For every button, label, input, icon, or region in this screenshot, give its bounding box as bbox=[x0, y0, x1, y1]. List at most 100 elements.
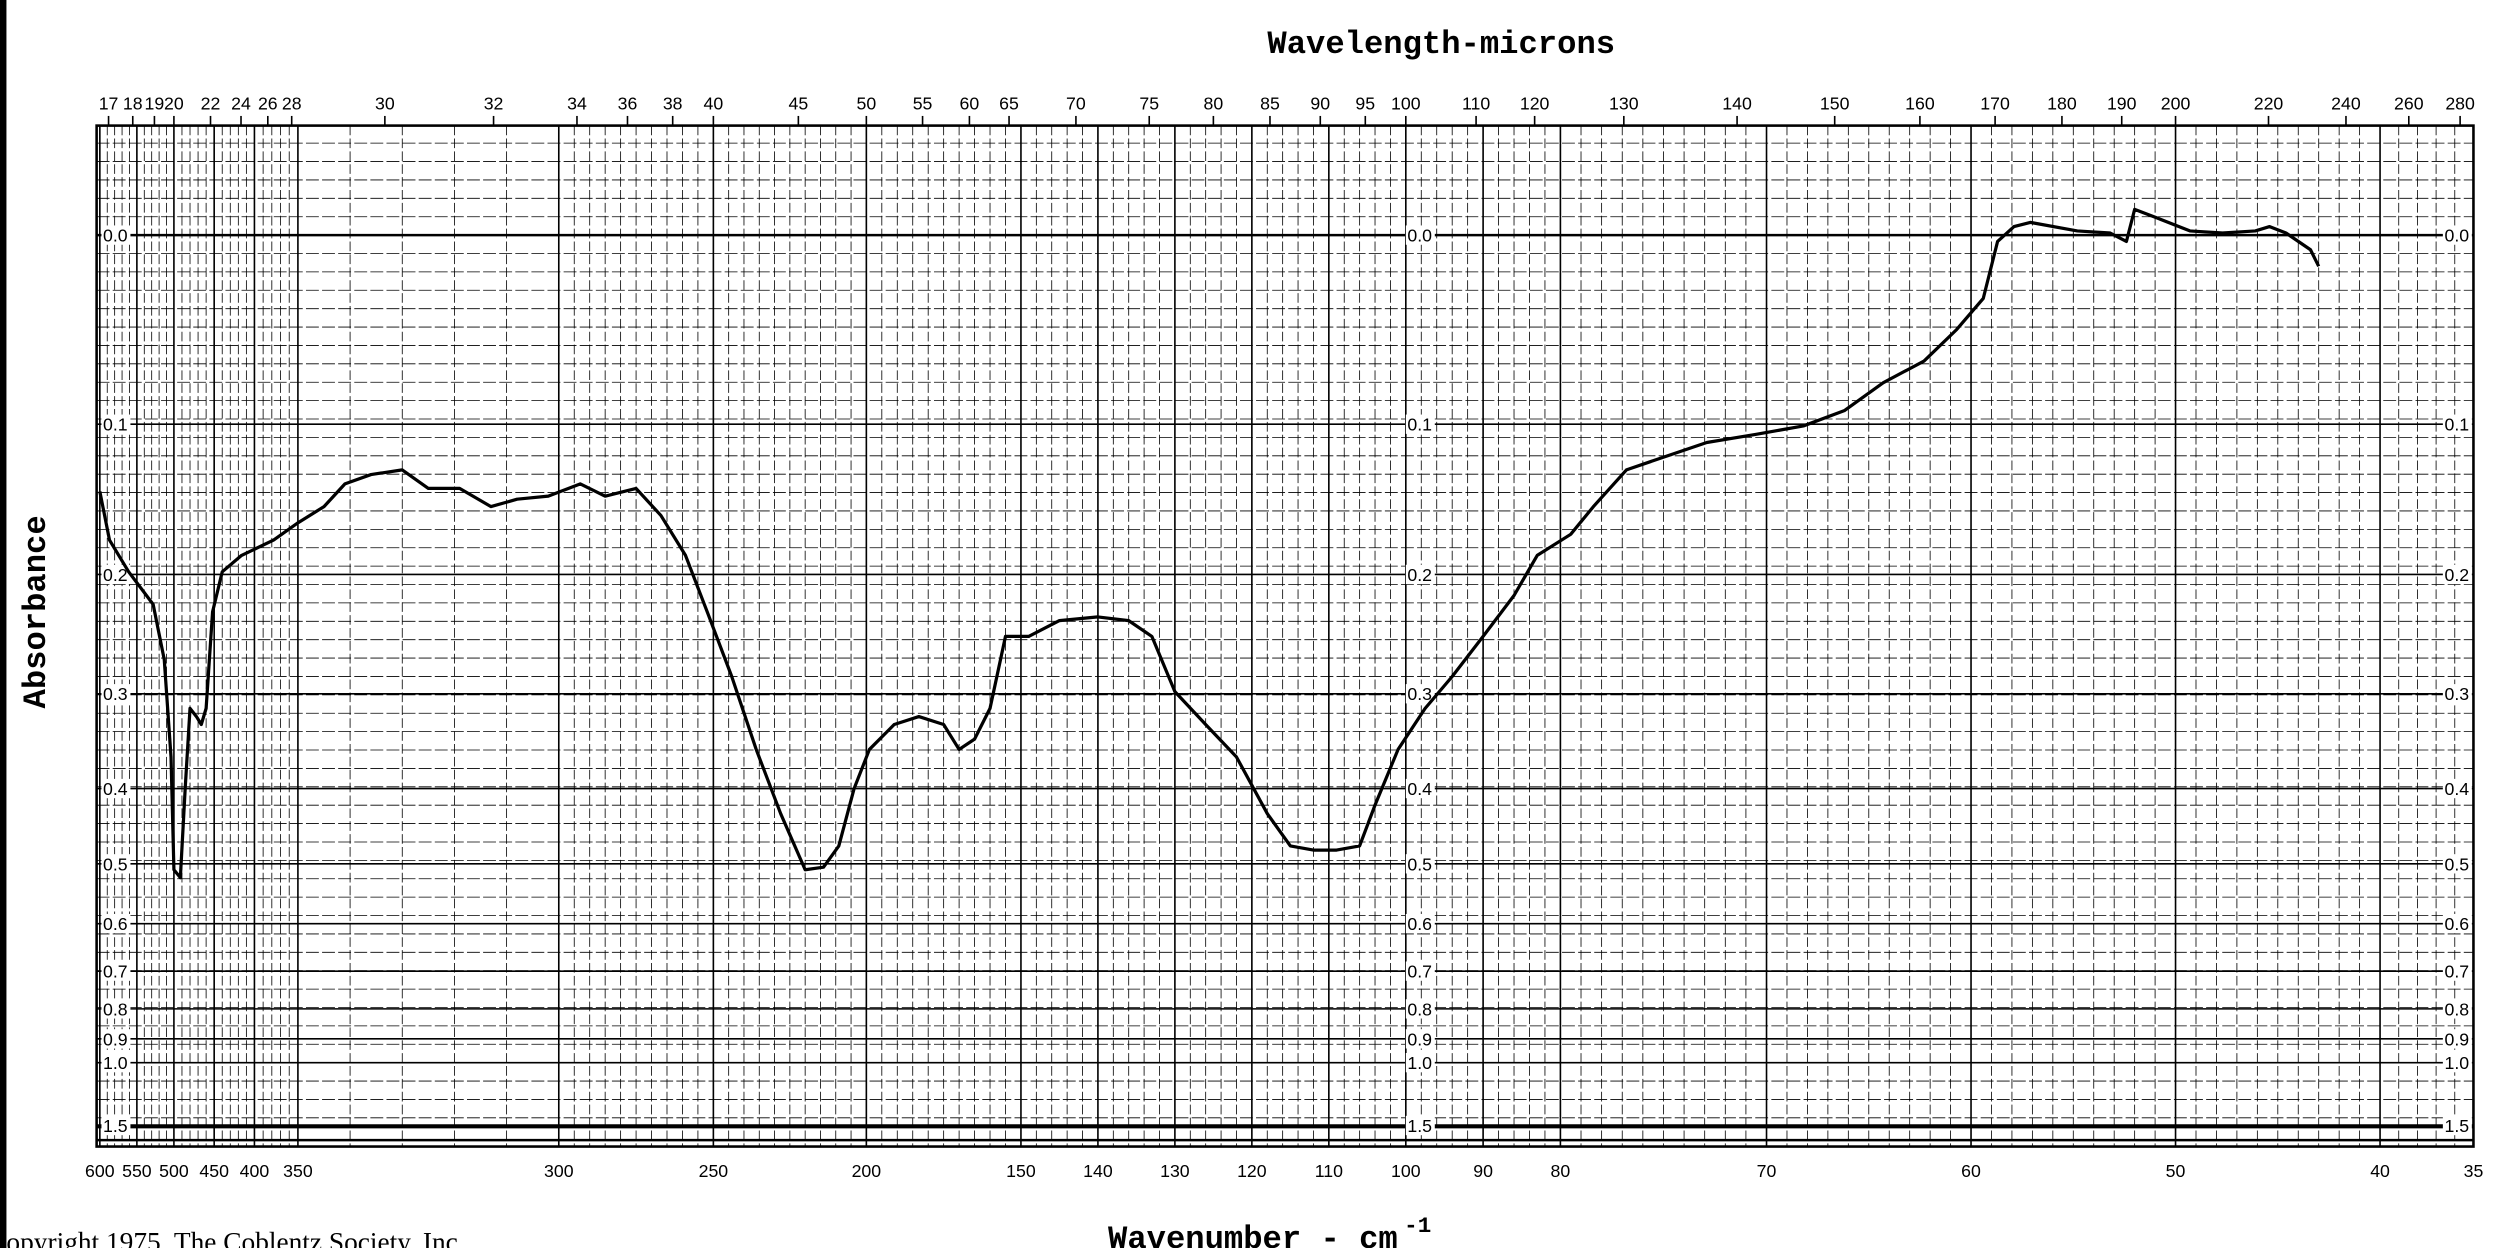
y-tick-label: 0.2 bbox=[2444, 565, 2469, 585]
micron-tick-label: 70 bbox=[1066, 94, 1086, 114]
y-tick-label-bg bbox=[101, 684, 131, 704]
x-tick-label: 130 bbox=[1160, 1161, 1190, 1181]
y-tick-label: 0.5 bbox=[1407, 854, 1432, 874]
y-tick-label: 1.0 bbox=[103, 1053, 128, 1073]
x-tick-label: 550 bbox=[122, 1161, 152, 1181]
y-tick-label: 0.2 bbox=[103, 565, 128, 585]
micron-tick-label: 19 bbox=[145, 94, 165, 114]
top-axis-title: Wavelength-microns bbox=[1267, 26, 1615, 63]
y-tick-label: 0.4 bbox=[103, 779, 128, 799]
micron-tick-label: 150 bbox=[1820, 94, 1850, 114]
grid bbox=[96, 125, 2475, 1147]
micron-tick-label: 95 bbox=[1355, 94, 1375, 114]
y-tick-label-bg bbox=[2442, 1115, 2472, 1136]
x-tick-label: 300 bbox=[544, 1161, 574, 1181]
y-tick-label-bg bbox=[2442, 854, 2472, 874]
micron-tick-label: 110 bbox=[1462, 94, 1490, 114]
micron-tick-label: 260 bbox=[2394, 94, 2424, 114]
y-tick-label: 0.0 bbox=[103, 226, 128, 246]
micron-tick-label: 60 bbox=[960, 94, 980, 114]
y-tick-label: 1.0 bbox=[2444, 1053, 2469, 1073]
y-tick-label: 0.7 bbox=[1407, 962, 1432, 982]
x-tick-label: 500 bbox=[159, 1161, 189, 1181]
x-tick-label: 80 bbox=[1551, 1161, 1571, 1181]
micron-tick-label: 220 bbox=[2254, 94, 2284, 114]
y-tick-label-bg bbox=[2442, 684, 2472, 704]
x-tick-label: 140 bbox=[1083, 1161, 1113, 1181]
y-tick-label-bg bbox=[101, 1029, 131, 1049]
y-tick-label-bg bbox=[1405, 225, 1435, 245]
micron-tick-label: 28 bbox=[282, 94, 302, 114]
y-tick-label-bg bbox=[1405, 1115, 1435, 1136]
x-tick-label: 70 bbox=[1757, 1161, 1777, 1181]
y-tick-label: 0.9 bbox=[103, 1029, 128, 1049]
x-tick-label: 150 bbox=[1006, 1161, 1036, 1181]
y-tick-label: 0.1 bbox=[1407, 415, 1432, 435]
micron-tick-label: 45 bbox=[789, 94, 809, 114]
tick-labels: 600 550 500 450 400 350 300 250 200 150 140 130 120 1… bbox=[85, 94, 2483, 1182]
micron-tick-label: 90 bbox=[1310, 94, 1330, 114]
y-tick-label-bg bbox=[2442, 414, 2472, 434]
y-tick-label-bg bbox=[1405, 1029, 1435, 1049]
y-tick-label-bg bbox=[2442, 1029, 2472, 1049]
y-tick-label-bg bbox=[1405, 684, 1435, 704]
y-tick-label: 0.7 bbox=[103, 962, 128, 982]
y-tick-label: 0.6 bbox=[1407, 914, 1432, 934]
y-tick-label: 0.3 bbox=[103, 684, 128, 704]
x-tick-label: 450 bbox=[199, 1161, 229, 1181]
y-tick-label: 0.0 bbox=[2444, 226, 2469, 246]
left-edge-strip bbox=[0, 0, 7, 1248]
micron-tick-label: 55 bbox=[913, 94, 933, 114]
y-tick-label-bg bbox=[101, 999, 131, 1019]
micron-tick-label: 240 bbox=[2331, 94, 2361, 114]
micron-tick-label: 80 bbox=[1204, 94, 1224, 114]
y-tick-label-bg bbox=[2442, 999, 2472, 1019]
micron-tick-label: 160 bbox=[1905, 94, 1935, 114]
y-tick-label-bg bbox=[101, 961, 131, 981]
y-tick-label: 0.8 bbox=[103, 999, 128, 1019]
micron-tick-label: 17 bbox=[99, 94, 119, 114]
micron-tick-label: 24 bbox=[231, 94, 251, 114]
micron-tick-label: 100 bbox=[1391, 94, 1421, 114]
micron-tick-label: 120 bbox=[1520, 94, 1550, 114]
x-tick-label: 40 bbox=[2370, 1161, 2390, 1181]
y-tick-label-bg bbox=[101, 414, 131, 434]
y-tick-label-bg bbox=[1405, 961, 1435, 981]
y-tick-label-bg bbox=[101, 564, 131, 585]
y-tick-label-bg bbox=[1405, 999, 1435, 1019]
y-tick-label-bg bbox=[101, 225, 131, 245]
x-tick-label: 50 bbox=[2166, 1161, 2186, 1181]
y-tick-label-bg bbox=[1405, 414, 1435, 434]
micron-tick-label: 22 bbox=[201, 94, 221, 114]
y-tick-label: 0.6 bbox=[2444, 914, 2469, 934]
y-tick-label: 0.3 bbox=[2444, 684, 2469, 704]
y-tick-label: 0.6 bbox=[103, 914, 128, 934]
x-tick-label: 90 bbox=[1473, 1161, 1493, 1181]
micron-tick-label: 180 bbox=[2047, 94, 2077, 114]
y-tick-label: 1.5 bbox=[1407, 1116, 1432, 1136]
y-tick-label: 0.4 bbox=[1407, 779, 1432, 799]
x-tick-label: 35 bbox=[2464, 1161, 2484, 1181]
x-tick-label: 60 bbox=[1961, 1161, 1981, 1181]
y-tick-label-bg bbox=[101, 913, 131, 934]
micron-tick-label: 140 bbox=[1722, 94, 1752, 114]
y-tick-label-bg bbox=[2442, 961, 2472, 981]
y-tick-label: 0.3 bbox=[1407, 684, 1432, 704]
y-tick-label: 0.5 bbox=[2444, 854, 2469, 874]
micron-tick-label: 280 bbox=[2445, 94, 2475, 114]
y-tick-label-bg bbox=[2442, 1052, 2472, 1073]
micron-tick-label: 18 bbox=[123, 94, 143, 114]
y-tick-label-bg bbox=[2442, 225, 2472, 245]
micron-tick-label: 20 bbox=[164, 94, 184, 114]
y-tick-label: 0.1 bbox=[2444, 415, 2469, 435]
micron-tick-label: 38 bbox=[663, 94, 683, 114]
x-tick-label: 400 bbox=[240, 1161, 270, 1181]
micron-tick-label: 85 bbox=[1260, 94, 1280, 114]
micron-tick-label: 75 bbox=[1139, 94, 1159, 114]
micron-tick-label: 65 bbox=[999, 94, 1019, 114]
y-tick-label-bg bbox=[101, 1115, 131, 1136]
y-tick-label-bg bbox=[1405, 1052, 1435, 1073]
y-tick-label-bg bbox=[101, 778, 131, 799]
micron-tick-label: 34 bbox=[567, 94, 587, 114]
